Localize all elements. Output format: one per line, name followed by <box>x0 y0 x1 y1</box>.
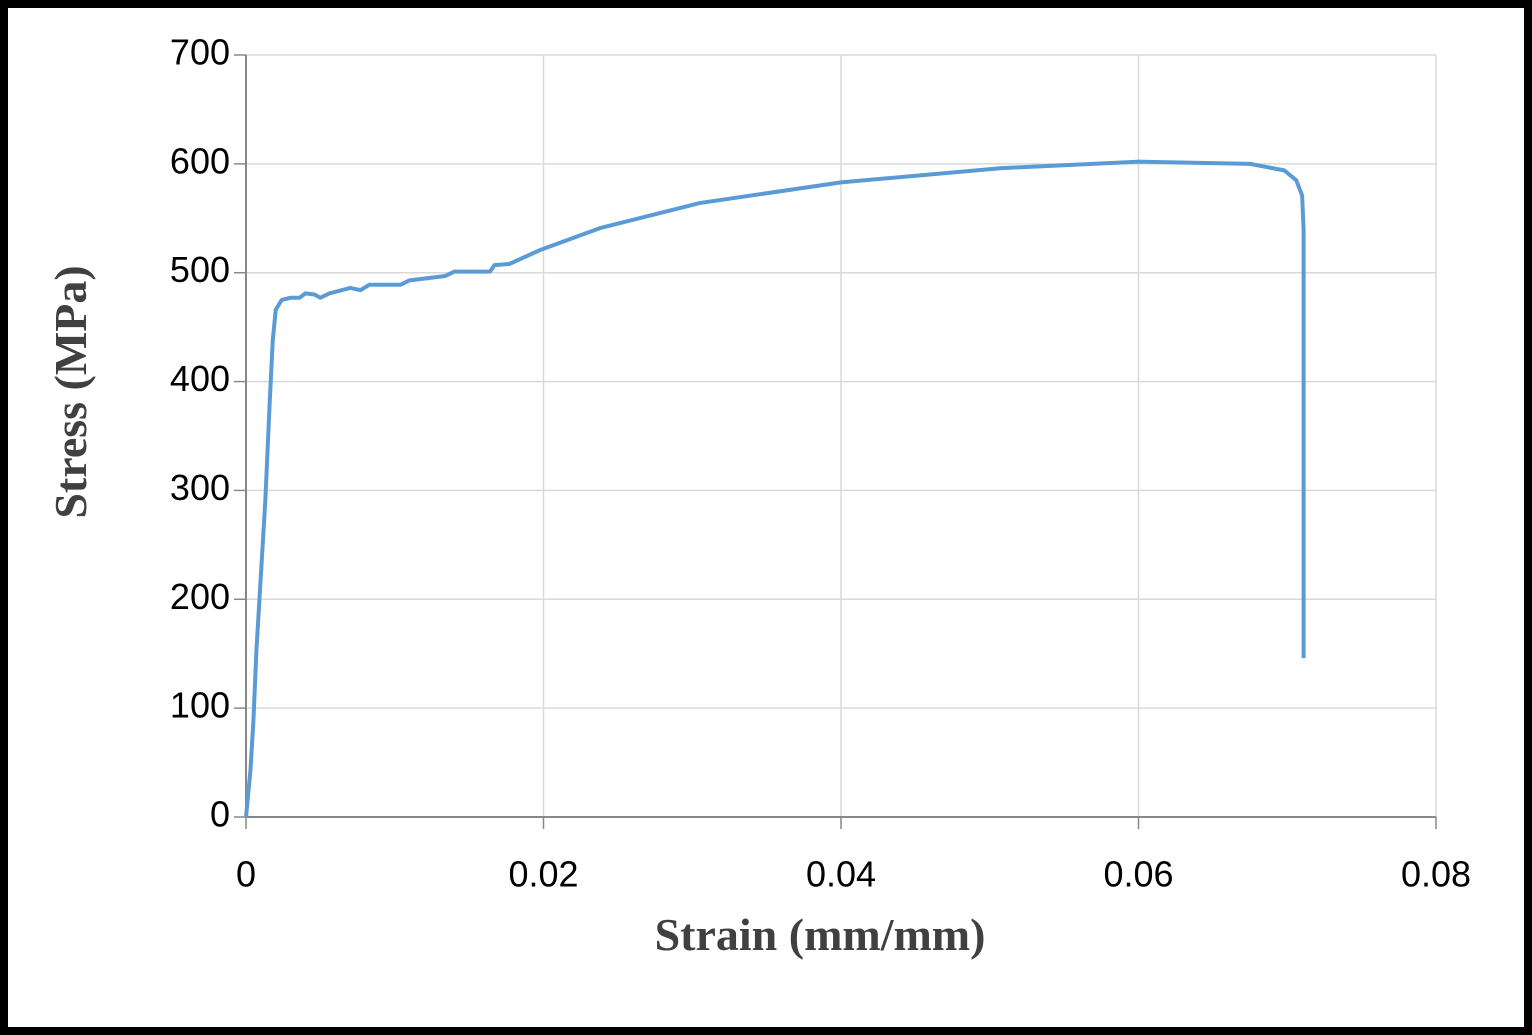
x-tick-label: 0.02 <box>508 854 578 895</box>
x-tick-label: 0 <box>236 854 256 895</box>
y-tick-label: 500 <box>170 249 230 290</box>
x-tick-label: 0.08 <box>1401 854 1471 895</box>
y-tick-label: 0 <box>210 794 230 835</box>
data-line <box>244 159 1306 818</box>
y-tick-label: 300 <box>170 467 230 508</box>
y-tick-label: 600 <box>170 140 230 181</box>
y-tick-label: 200 <box>170 576 230 617</box>
x-tick-label: 0.04 <box>806 854 876 895</box>
x-tick-label: 0.06 <box>1103 854 1173 895</box>
y-axis-title: Stress (MPa) <box>45 265 96 518</box>
y-tick-label: 400 <box>170 358 230 399</box>
y-tick-label: 100 <box>170 685 230 726</box>
x-axis-title: Strain (mm/mm) <box>655 909 986 960</box>
y-tick-label: 700 <box>170 32 230 73</box>
